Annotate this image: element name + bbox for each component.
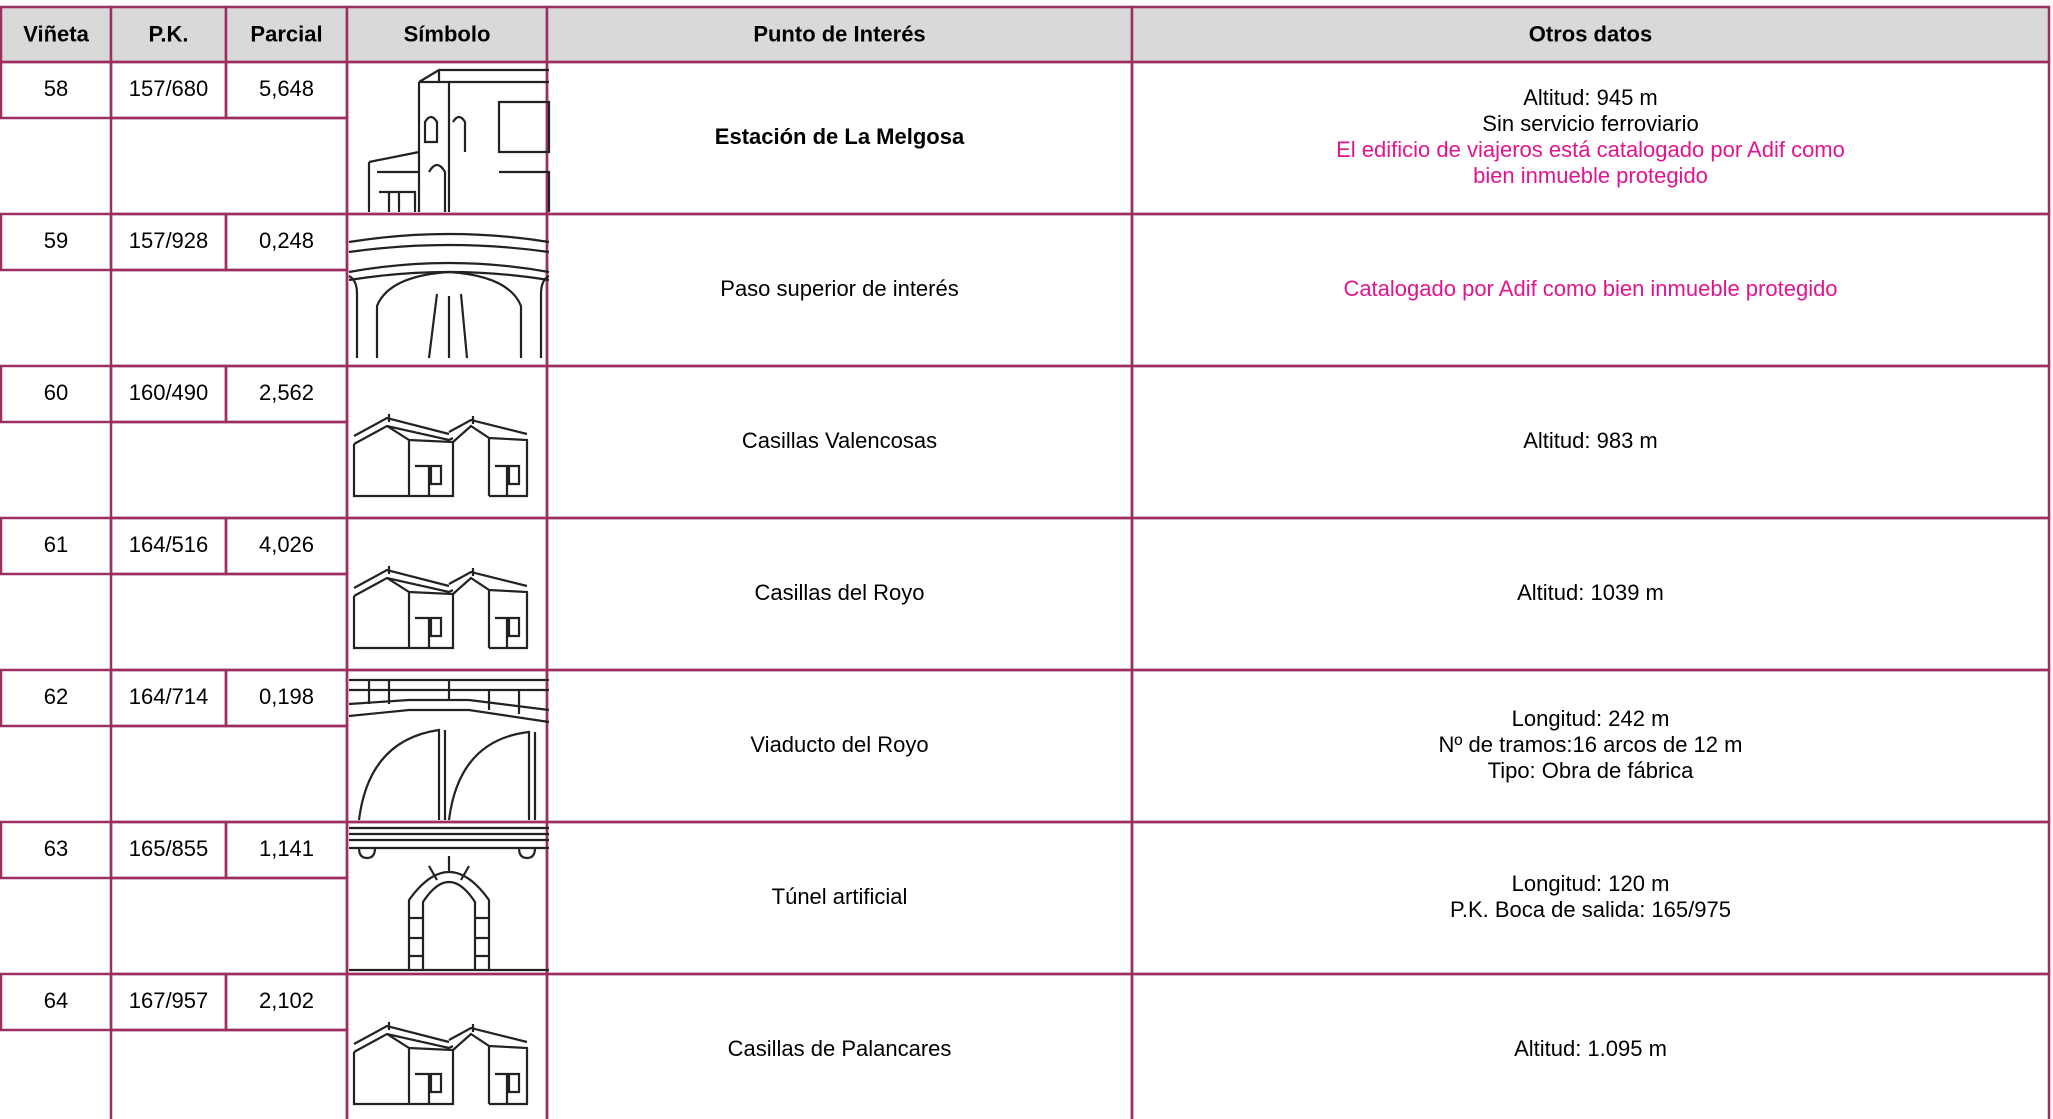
icon-stroke <box>348 232 550 282</box>
symbol-icon <box>348 678 550 821</box>
point-name: Casillas del Royo <box>755 580 925 605</box>
icon-stroke <box>353 568 455 650</box>
lower-cell <box>109 572 349 672</box>
icon-stroke <box>471 568 521 648</box>
icon-stroke <box>349 826 549 972</box>
lower-cell <box>109 876 349 976</box>
parcial: 2,102 <box>259 988 314 1013</box>
table-cell <box>345 60 549 216</box>
symbol-icon <box>352 1022 529 1106</box>
icon-stroke <box>427 293 469 359</box>
icon-stroke <box>471 1024 521 1104</box>
parcial: 4,026 <box>259 532 314 557</box>
lower-cell <box>109 1028 349 1119</box>
pk: 160/490 <box>129 380 209 405</box>
other-data: Sin servicio ferroviario <box>1482 111 1698 136</box>
pk: 164/714 <box>129 684 209 709</box>
vineta: 63 <box>44 836 68 861</box>
protected-note: El edificio de viajeros está catalogado … <box>1336 137 1845 162</box>
vineta: 59 <box>44 228 68 253</box>
icon-stroke <box>357 728 537 821</box>
pk: 157/928 <box>129 228 209 253</box>
icon-stroke <box>353 1024 455 1106</box>
header-label: P.K. <box>149 21 189 46</box>
icon-stroke <box>348 270 550 358</box>
header-label: Símbolo <box>404 21 491 46</box>
header-label: Viñeta <box>23 21 89 46</box>
symbol-icon <box>348 232 550 359</box>
icon-stroke <box>352 414 443 498</box>
table-cell <box>1130 972 2051 1119</box>
vineta: 62 <box>44 684 68 709</box>
icon-stroke <box>417 68 551 212</box>
other-data: Tipo: Obra de fábrica <box>1488 758 1695 783</box>
lower-cell <box>109 724 349 824</box>
point-name: Casillas de Palancares <box>728 1036 952 1061</box>
header-label: Punto de Interés <box>753 21 925 46</box>
header-cell <box>1130 5 2051 64</box>
other-data: Nº de tramos:16 arcos de 12 m <box>1439 732 1743 757</box>
other-data: Longitud: 120 m <box>1512 871 1670 896</box>
pk: 165/855 <box>129 836 209 861</box>
vineta: 58 <box>44 76 68 101</box>
header-cell <box>0 5 113 64</box>
other-data: P.K. Boca de salida: 165/975 <box>1450 897 1731 922</box>
protected-note: bien inmueble protegido <box>1473 163 1708 188</box>
icon-stroke <box>357 847 537 970</box>
table-cell <box>345 668 549 824</box>
icon-stroke <box>367 680 521 714</box>
icon-stroke <box>423 115 467 212</box>
symbol-icon <box>349 826 549 972</box>
parcial: 2,562 <box>259 380 314 405</box>
icon-stroke <box>352 566 443 650</box>
other-data: Altitud: 983 m <box>1523 428 1658 453</box>
other-data: Altitud: 945 m <box>1523 85 1658 110</box>
vineta: 61 <box>44 532 68 557</box>
symbol-icon <box>352 566 529 650</box>
other-data: Altitud: 1039 m <box>1517 580 1664 605</box>
pk: 167/957 <box>129 988 209 1013</box>
lower-cell <box>109 116 349 216</box>
other-data: Longitud: 242 m <box>1512 706 1670 731</box>
point-name: Casillas Valencosas <box>742 428 937 453</box>
icon-stroke <box>367 150 420 212</box>
point-name: Túnel artificial <box>772 884 908 909</box>
lower-cell <box>109 268 349 368</box>
other-data: Altitud: 1.095 m <box>1514 1036 1667 1061</box>
protected-note: Catalogado por Adif como bien inmueble p… <box>1343 276 1837 301</box>
vineta: 64 <box>44 988 68 1013</box>
parcial: 0,248 <box>259 228 314 253</box>
pk: 164/516 <box>129 532 209 557</box>
vineta: 60 <box>44 380 68 405</box>
symbol-icon <box>352 414 529 498</box>
symbol-icon <box>367 68 551 212</box>
header-label: Otros datos <box>1529 21 1652 46</box>
parcial: 0,198 <box>259 684 314 709</box>
table-cell <box>345 820 549 976</box>
point-name: Paso superior de interés <box>720 276 958 301</box>
point-name: Estación de La Melgosa <box>715 124 965 149</box>
icon-stroke <box>353 416 455 498</box>
parcial: 5,648 <box>259 76 314 101</box>
icon-stroke <box>409 856 489 958</box>
lower-cell <box>109 420 349 520</box>
icon-stroke <box>471 416 521 496</box>
header-label: Parcial <box>250 21 322 46</box>
parcial: 1,141 <box>259 836 314 861</box>
pk: 157/680 <box>129 76 209 101</box>
point-name: Viaducto del Royo <box>750 732 928 757</box>
icon-stroke <box>352 1022 443 1106</box>
